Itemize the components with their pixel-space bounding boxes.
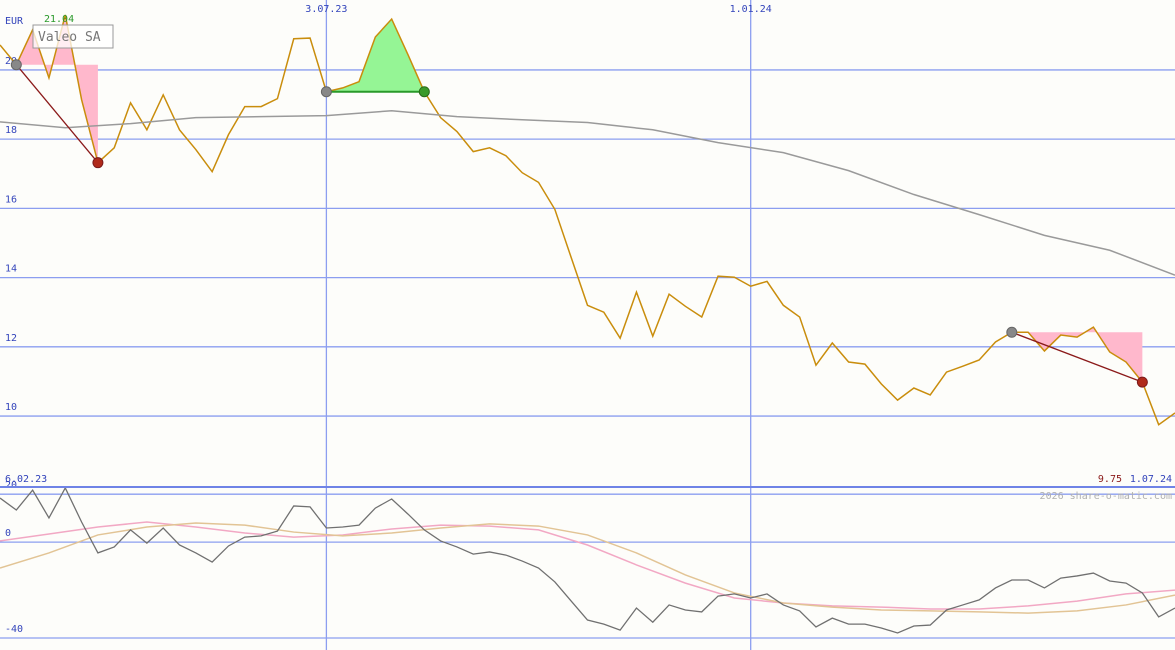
x-tick-label: 1.01.24 — [730, 4, 772, 15]
y-tick-label: -40 — [5, 624, 23, 635]
y-tick-label: 10 — [5, 402, 17, 413]
signal-start — [1006, 326, 1018, 338]
signal-end — [418, 86, 430, 98]
high-label: 21.04 — [44, 14, 74, 25]
series-line — [0, 522, 1175, 614]
signal-line — [15, 64, 99, 164]
marks — [0, 14, 1175, 634]
signal-area — [326, 19, 425, 92]
series-line — [0, 14, 1175, 426]
series-line — [0, 486, 1175, 634]
x-tick-label: 1.07.24 — [1130, 474, 1172, 485]
signal-end — [1136, 376, 1148, 388]
series-line — [0, 110, 1175, 276]
y-tick-label: 18 — [5, 125, 17, 136]
y-tick-label: 12 — [5, 333, 17, 344]
signal-start — [10, 59, 22, 71]
credit: 2026 share-o-matic.com — [1040, 491, 1172, 502]
legend-box — [32, 24, 114, 49]
y-tick-label: 20 — [5, 56, 17, 67]
legend-title: Valeo SA — [38, 30, 101, 45]
signal-end — [92, 157, 104, 169]
y-tick-label: 16 — [5, 194, 17, 205]
signal-area — [16, 14, 98, 163]
x-tick-label: 3.07.23 — [305, 4, 347, 15]
series-line — [0, 521, 1175, 610]
signal-area — [1011, 327, 1143, 383]
signal-start — [320, 86, 332, 98]
y-tick-label: 0 — [5, 528, 11, 539]
last-value: 9.75 — [1098, 474, 1122, 485]
unit-label: EUR — [5, 16, 24, 27]
x-tick-label: 6.02.23 — [5, 474, 47, 485]
y-tick-label: 20 — [5, 480, 17, 491]
y-tick-label: 14 — [5, 264, 17, 275]
signal-line — [1011, 331, 1143, 383]
